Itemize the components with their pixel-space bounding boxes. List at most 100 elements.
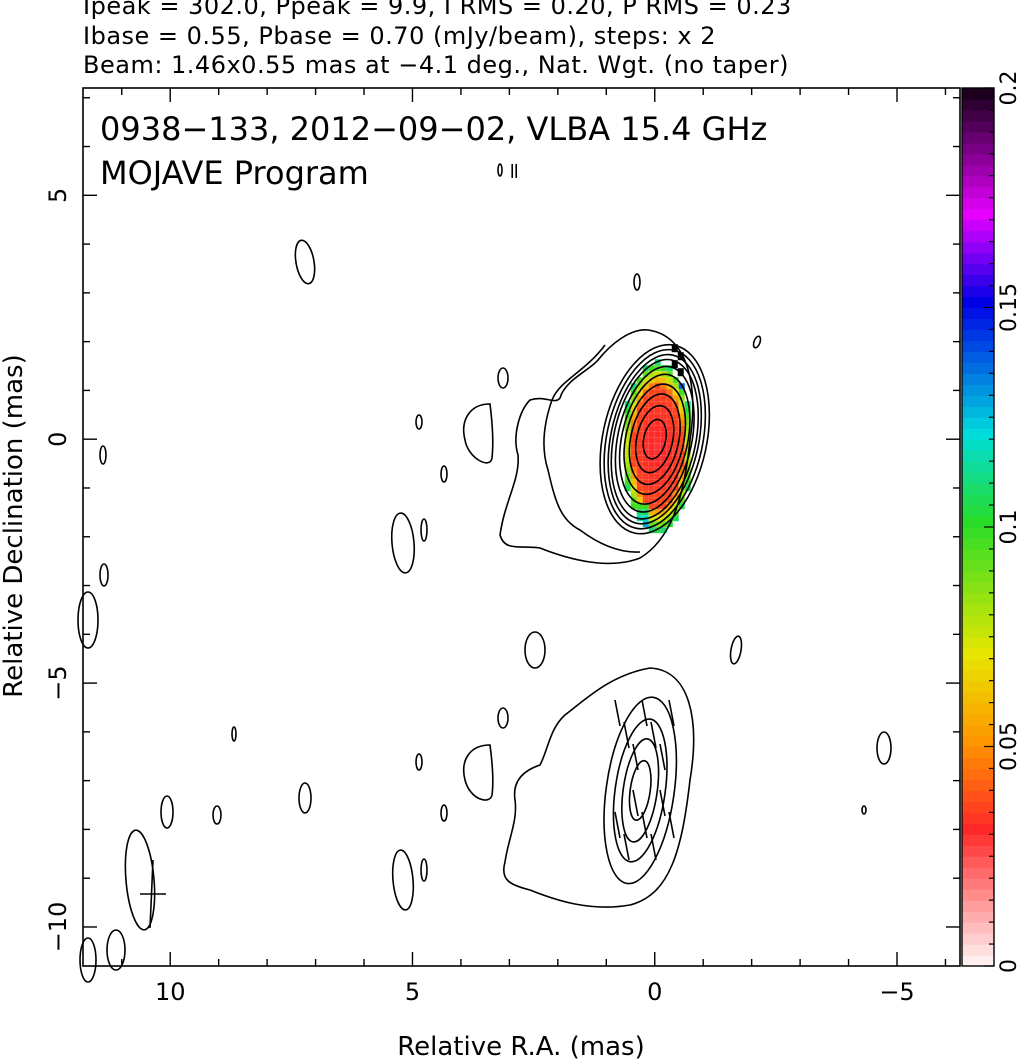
pol-pixel: [678, 425, 685, 432]
pol-pixel: [636, 491, 643, 498]
plot-frame: 10 5 0 −5 5 0 −5 −10: [44, 87, 961, 1006]
pol-pixel: [672, 425, 679, 432]
contour-layer: [77, 163, 892, 983]
pol-vector: [623, 833, 630, 861]
colorbar-step: [962, 933, 994, 945]
pol-pixel: [642, 431, 649, 438]
noise-contour: [391, 849, 415, 911]
pol-pixel: [660, 395, 667, 402]
pol-pixel: [660, 485, 667, 492]
pol-pixel: [642, 467, 649, 474]
pol-pixel: [660, 515, 667, 522]
noise-contour: [294, 239, 316, 285]
colorbar-step: [962, 790, 994, 802]
colorbar-step: [962, 757, 994, 770]
pol-pixel: [636, 497, 643, 504]
pol-pixel: [636, 485, 643, 492]
pol-pixel: [636, 413, 643, 420]
pol-pixel: [684, 449, 691, 456]
pol-pixel: [648, 401, 655, 408]
pol-vector: [641, 811, 648, 839]
noise-contour: [99, 445, 107, 465]
pol-pixel: [666, 467, 673, 474]
pol-vector: [668, 699, 675, 727]
pol-pixel: [660, 425, 667, 432]
colorbar-step: [962, 197, 994, 210]
x-tick-label: −5: [879, 978, 914, 1006]
pol-pixel: [660, 521, 667, 528]
noise-contour: [497, 707, 509, 729]
y-tick-label: 5: [44, 188, 72, 203]
colorbar-tick-label: 0: [997, 959, 1021, 973]
pol-pixel: [666, 479, 673, 486]
noise-contour: [124, 829, 156, 931]
pol-pixel: [654, 389, 661, 396]
pol-pixel: [672, 413, 679, 420]
pol-pixel: [654, 395, 661, 402]
pol-pixel: [648, 371, 655, 378]
pol-vector: [650, 833, 657, 861]
pol-pixel: [678, 389, 685, 396]
colorbar-step: [962, 88, 994, 100]
colorbar-step: [962, 922, 994, 934]
noise-contour: [106, 929, 126, 971]
pol-pixel: [660, 431, 667, 438]
pol-pixel: [636, 473, 643, 480]
colorbar-step: [962, 263, 994, 276]
colorbar-step: [962, 834, 994, 846]
pol-pixel: [630, 401, 637, 408]
noise-contour: [212, 805, 222, 825]
pol-vector: [668, 811, 675, 839]
pol-pixel: [630, 425, 637, 432]
pol-pixel: [642, 419, 649, 426]
pol-vector: [614, 811, 621, 839]
pol-pixel: [660, 449, 667, 456]
pol-pixel: [678, 467, 685, 474]
colorbar-step: [962, 713, 994, 726]
noise-contour: [390, 512, 416, 574]
pol-pixel: [672, 443, 679, 450]
pol-pixel: [672, 503, 679, 510]
noise-contour: [415, 753, 423, 771]
pol-pixel: [648, 449, 655, 456]
noise-contour: [440, 804, 448, 822]
x-axis-label: Relative R.A. (mas): [397, 1032, 644, 1060]
x-tick-label: 0: [647, 978, 662, 1006]
colorbar-step: [962, 823, 994, 835]
core-contour: [607, 353, 703, 525]
pol-pixel: [678, 395, 685, 402]
pol-pixel: [624, 431, 631, 438]
core-contour: [610, 358, 700, 520]
y-tick-label: −10: [44, 902, 72, 953]
pol-pixel: [660, 437, 667, 444]
pol-pixel: [624, 437, 631, 444]
colorbar-step: [962, 230, 994, 243]
pol-pixel: [648, 365, 655, 372]
colorbar-step: [962, 746, 994, 759]
pol-pixel: [648, 383, 655, 390]
pol-pixel: [642, 485, 649, 492]
pol-pixel: [672, 455, 679, 462]
pol-pixel: [678, 413, 685, 420]
colorbar-step: [962, 274, 994, 287]
pol-pixel: [648, 413, 655, 420]
pol-pixel: [624, 467, 631, 474]
pol-pixel: [684, 479, 691, 486]
noise-contour: [99, 563, 109, 587]
pol-pixel: [678, 431, 685, 438]
noise-contour: [231, 726, 237, 742]
pol-pixel: [672, 431, 679, 438]
pol-pixel: [648, 389, 655, 396]
pol-pixel: [642, 497, 649, 504]
pol-pixel: [666, 497, 673, 504]
colorbar-step: [962, 329, 994, 342]
pol-pixel: [642, 407, 649, 414]
pol-pixel: [636, 431, 643, 438]
pol-pixel: [678, 437, 685, 444]
pol-pixel: [636, 455, 643, 462]
noise-contour: [79, 937, 97, 983]
beam-contour: [621, 738, 660, 843]
pol-pixel: [648, 497, 655, 504]
colorbar-step: [962, 131, 994, 144]
pol-pixel: [624, 443, 631, 450]
